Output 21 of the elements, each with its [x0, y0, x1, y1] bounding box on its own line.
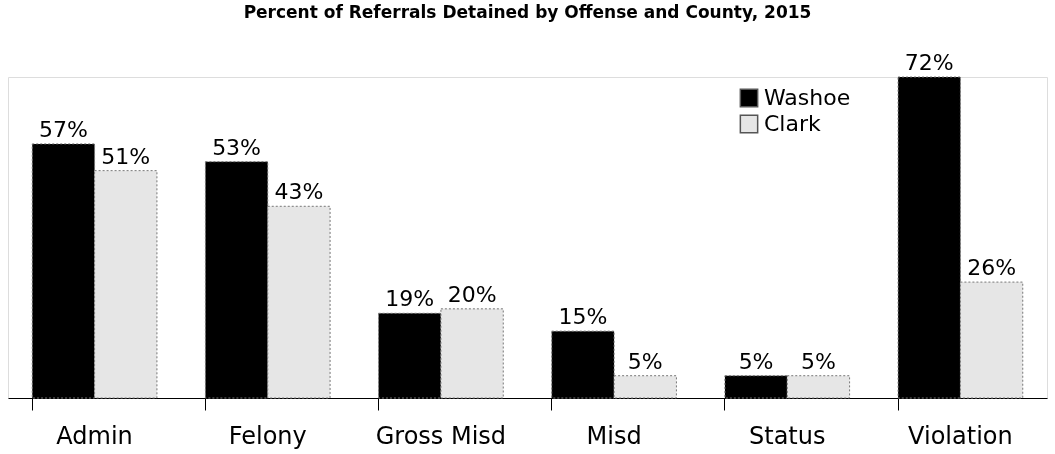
data-label: 43% — [274, 179, 324, 205]
x-tick-label: Felony — [228, 421, 307, 450]
data-label: 15% — [558, 304, 608, 330]
x-tick-label: Violation — [908, 421, 1013, 450]
x-tick-label: Gross Misd — [375, 421, 507, 450]
data-label: 57% — [38, 116, 88, 142]
legend-label: Clark — [764, 111, 821, 136]
chart-title: Percent of Referrals Detained by Offense and County, 2015 — [243, 2, 812, 22]
data-label: 72% — [904, 50, 954, 75]
data-label: 26% — [967, 255, 1017, 281]
data-label: 53% — [212, 134, 262, 160]
x-tick-label: Misd — [586, 421, 642, 450]
x-tick-label: Status — [749, 421, 826, 450]
data-label: 5% — [627, 348, 663, 374]
data-label: 5% — [800, 348, 836, 374]
data-label: 51% — [101, 143, 151, 169]
x-tick-label: Admin — [56, 421, 133, 450]
data-label: 5% — [738, 348, 774, 374]
data-label: 20% — [447, 281, 497, 307]
data-label: 19% — [385, 286, 435, 312]
legend-label: Washoe — [764, 85, 851, 110]
